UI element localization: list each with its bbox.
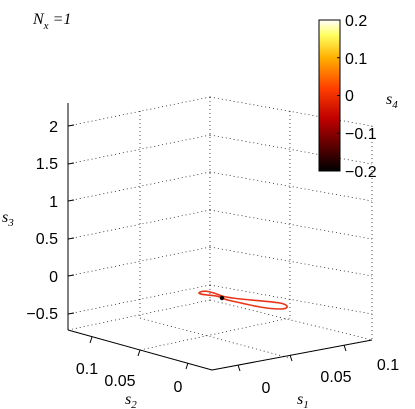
grid-line: [139, 317, 291, 359]
s2-axis-label: s2: [125, 391, 137, 409]
annotation-sub: x: [43, 20, 49, 32]
s1-tick-label: 0.1: [377, 357, 399, 374]
s3-tick-label: 1: [49, 194, 58, 211]
tick-mark: [237, 364, 241, 372]
s1-tick-label: 0.05: [320, 369, 351, 386]
tick-mark: [343, 344, 347, 352]
grid-line: [67, 246, 211, 277]
colorbar-tick-label: 0.2: [345, 13, 367, 30]
trajectory-line: [197, 290, 288, 310]
axis-box: [67, 103, 373, 372]
tick-mark: [67, 162, 75, 165]
colorbar-tick-label: −0.2: [345, 164, 377, 181]
s3-tick-label: 0.5: [36, 231, 58, 248]
grid-line: [139, 317, 291, 351]
s2-tick-labels: 0.1 0.05 0: [76, 361, 183, 396]
s2-tick-label: 0: [174, 379, 183, 396]
tick-mark: [67, 274, 75, 277]
s3-tick-label: 1.5: [36, 156, 58, 173]
annotation: Nx =1: [32, 11, 71, 32]
grid-line: [209, 284, 373, 315]
s2-tick-label: 0.05: [104, 373, 135, 390]
colorbar-tick-label: 0.1: [345, 51, 367, 68]
s1-axis-label: s1: [297, 391, 309, 409]
trajectory-current-point: [219, 295, 225, 301]
grid-line: [67, 96, 211, 127]
s3-tick-labels: −0.5 0 0.5 1 1.5 2: [26, 119, 58, 323]
s1-axis-line: [211, 339, 373, 371]
grid-line: [67, 299, 211, 331]
colorbar-label: s4: [386, 91, 398, 111]
annotation-var: N: [32, 11, 45, 28]
s1-tick-label: 0: [262, 380, 271, 397]
s1-tick-labels: 0 0.05 0.1: [262, 357, 400, 397]
colorbar-tick-label: 0: [345, 88, 354, 105]
tick-mark: [67, 237, 75, 240]
tick-mark: [185, 362, 189, 370]
colorbar: 0.2 0.1 0 −0.1 −0.2 s4: [318, 13, 398, 181]
tick-mark: [67, 199, 75, 202]
colorbar-tick-label: −0.1: [345, 126, 377, 143]
s3-tick-label: 2: [49, 119, 58, 136]
tick-mark: [289, 354, 293, 362]
grid-line: [209, 246, 373, 277]
annotation-eq: =1: [49, 11, 72, 28]
grid-line: [209, 209, 373, 240]
grid-line: [67, 134, 211, 165]
colorbar-gradient: [318, 19, 341, 172]
s3-axis-label: s3: [2, 209, 14, 229]
grid-line: [67, 284, 211, 315]
tick-mark: [89, 336, 93, 344]
tick-mark: [67, 124, 75, 127]
tick-mark: [67, 312, 75, 315]
tick-mark: [137, 349, 141, 357]
grid-line: [67, 171, 211, 202]
s2-tick-label: 0.1: [76, 361, 98, 378]
s3-tick-label: −0.5: [26, 306, 58, 323]
grid-line: [209, 299, 373, 341]
grid-line: [67, 209, 211, 240]
s3-tick-label: 0: [49, 269, 58, 286]
